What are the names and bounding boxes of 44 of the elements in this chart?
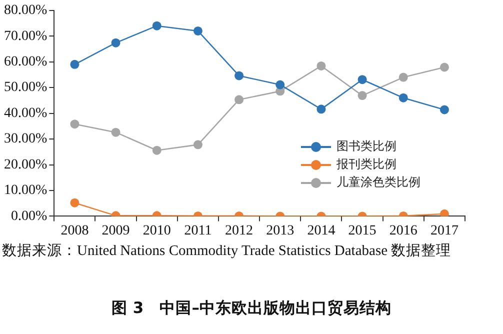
legend-label: 儿童涂色类比例: [336, 174, 421, 192]
point: [398, 72, 408, 82]
y-tick-label: 50.00%: [4, 80, 48, 96]
point: [111, 38, 120, 48]
point: [440, 62, 449, 72]
point: [152, 21, 162, 30]
x-tick-label: 2011: [184, 223, 212, 238]
y-tick-label: 80.00%: [4, 3, 48, 18]
point: [276, 80, 285, 90]
x-tick-label: 2009: [102, 223, 130, 238]
x-tick-label: 2017: [430, 223, 458, 238]
text: 图 3 中国–中东欧出版物出口贸易结构: [110, 298, 392, 319]
x-tick-label: 2008: [60, 223, 89, 238]
x-tick-label: 2012: [225, 223, 254, 238]
point: [234, 71, 244, 80]
point: [358, 91, 367, 100]
point: [234, 95, 244, 104]
point: [70, 120, 80, 129]
y-tick-label: 30.00%: [4, 132, 48, 147]
point: [193, 26, 202, 36]
point: [193, 140, 202, 150]
x-tick-label: 2014: [307, 223, 336, 238]
y-tick-label: 70.00%: [4, 28, 48, 44]
x-tick-label: 2015: [348, 223, 376, 238]
point: [358, 75, 367, 84]
source-note: 数据来源：United Nations Commodity Trade Statistics Database 数据整理: [2, 242, 452, 261]
y-tick-label: 0.00%: [10, 208, 48, 224]
x-tick-label: 2016: [389, 223, 418, 238]
point: [152, 146, 162, 155]
y-tick-label: 60.00%: [4, 54, 48, 70]
point: [440, 105, 449, 114]
y-tick-label: 10.00%: [4, 183, 48, 198]
point: [398, 93, 408, 102]
x-tick-label: 2010: [142, 223, 171, 238]
point: [440, 209, 449, 216]
y-tick-label: 40.00%: [4, 106, 48, 121]
point: [316, 104, 326, 114]
legend-label: 报刊类比例: [336, 156, 397, 174]
point: [70, 60, 80, 69]
point: [316, 61, 326, 70]
y-tick-label: 20.00%: [4, 157, 48, 172]
x-tick-label: 2013: [266, 223, 294, 238]
legend-label: 图书类比例: [336, 138, 397, 156]
point: [111, 128, 120, 137]
